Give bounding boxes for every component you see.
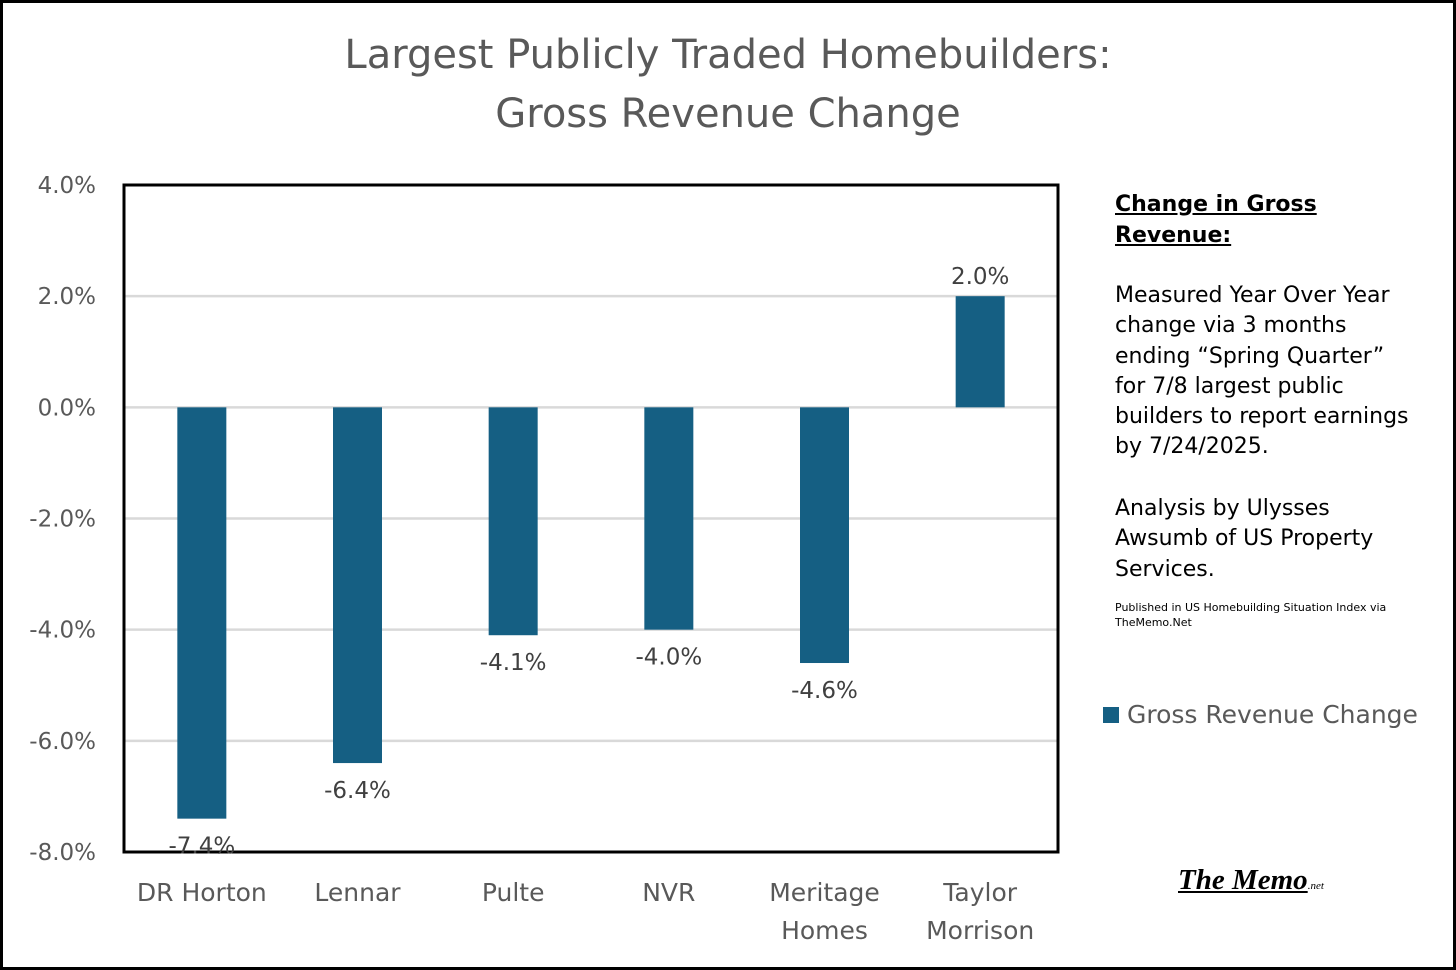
y-tick-label-5: -6.0% xyxy=(29,729,96,755)
bar-1 xyxy=(333,407,382,764)
category-label-2-0: Pulte xyxy=(482,878,545,907)
chart-title-line-2: Gross Revenue Change xyxy=(495,91,961,137)
bar-4 xyxy=(800,407,849,664)
category-label-1-0: Lennar xyxy=(314,878,401,907)
brand-logo: The Memo.net xyxy=(1178,864,1324,897)
category-label-4-0: Meritage xyxy=(769,878,880,907)
notes-credit: Analysis by Ulysses Awsumb of US Propert… xyxy=(1115,496,1374,582)
chart-title-line-1: Largest Publicly Traded Homebuilders: xyxy=(344,32,1112,78)
bar-0 xyxy=(177,407,227,819)
notes-body: Measured Year Over Year change via 3 mon… xyxy=(1115,283,1409,460)
category-label-4-1: Homes xyxy=(781,916,868,945)
bar-5 xyxy=(955,296,1005,408)
y-tick-label-3: -2.0% xyxy=(29,507,96,533)
y-tick-label-0: 4.0% xyxy=(38,173,96,199)
data-label-3: -4.0% xyxy=(635,645,702,671)
y-tick-label-6: -8.0% xyxy=(29,840,96,866)
category-label-3-0: NVR xyxy=(642,878,695,907)
y-tick-label-1: 2.0% xyxy=(38,284,96,310)
notes-heading: Change in Gross Revenue: xyxy=(1115,192,1317,248)
brand-suffix: .net xyxy=(1307,880,1324,892)
data-label-2: -4.1% xyxy=(480,650,547,676)
y-tick-label-2: 0.0% xyxy=(38,395,96,421)
data-label-4: -4.6% xyxy=(791,678,858,704)
data-label-0: -7.4% xyxy=(168,834,235,860)
bar-2 xyxy=(488,407,538,636)
category-label-5-1: Morrison xyxy=(926,916,1034,945)
legend-label: Gross Revenue Change xyxy=(1127,700,1418,729)
category-label-0-0: DR Horton xyxy=(137,878,267,907)
data-label-1: -6.4% xyxy=(324,778,391,804)
data-label-5: 2.0% xyxy=(951,264,1009,290)
plot-area-border xyxy=(122,183,1060,854)
notes-published: Published in US Homebuilding Situation I… xyxy=(1115,601,1387,629)
bar-3 xyxy=(644,407,694,630)
category-label-5-0: Taylor xyxy=(942,878,1017,907)
chart-legend: Gross Revenue Change xyxy=(1103,700,1418,729)
y-tick-label-4: -4.0% xyxy=(29,618,96,644)
brand-name: The Memo xyxy=(1178,864,1308,896)
legend-swatch xyxy=(1103,706,1119,723)
